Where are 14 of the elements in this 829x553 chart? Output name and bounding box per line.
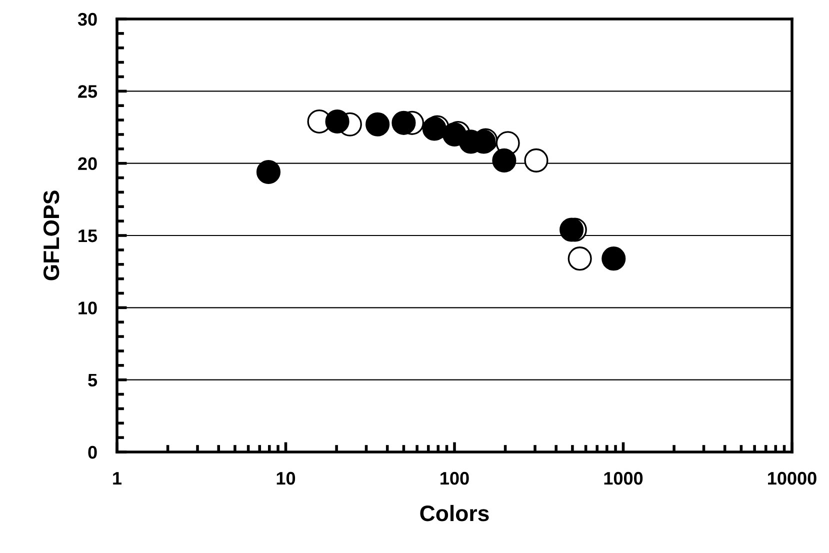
- y-axis-title: GFLOPS: [43, 190, 60, 280]
- x-tick-label: 100: [440, 472, 469, 485]
- x-tick-label: 1: [113, 472, 122, 485]
- x-tick-label: 10: [276, 472, 296, 485]
- x-axis-title: Colors: [420, 504, 489, 522]
- x-tick-label: 1000: [604, 472, 643, 485]
- x-tick-label: 10000: [768, 472, 816, 485]
- y-tick-label: 10: [78, 302, 97, 314]
- y-tick-label: 20: [78, 157, 97, 170]
- y-tick-label: 15: [78, 230, 98, 242]
- y-tick-label: 30: [78, 12, 97, 26]
- y-tick-label: 5: [88, 374, 98, 387]
- y-tick-label: 25: [78, 85, 98, 98]
- y-tick-label: 0: [88, 446, 97, 459]
